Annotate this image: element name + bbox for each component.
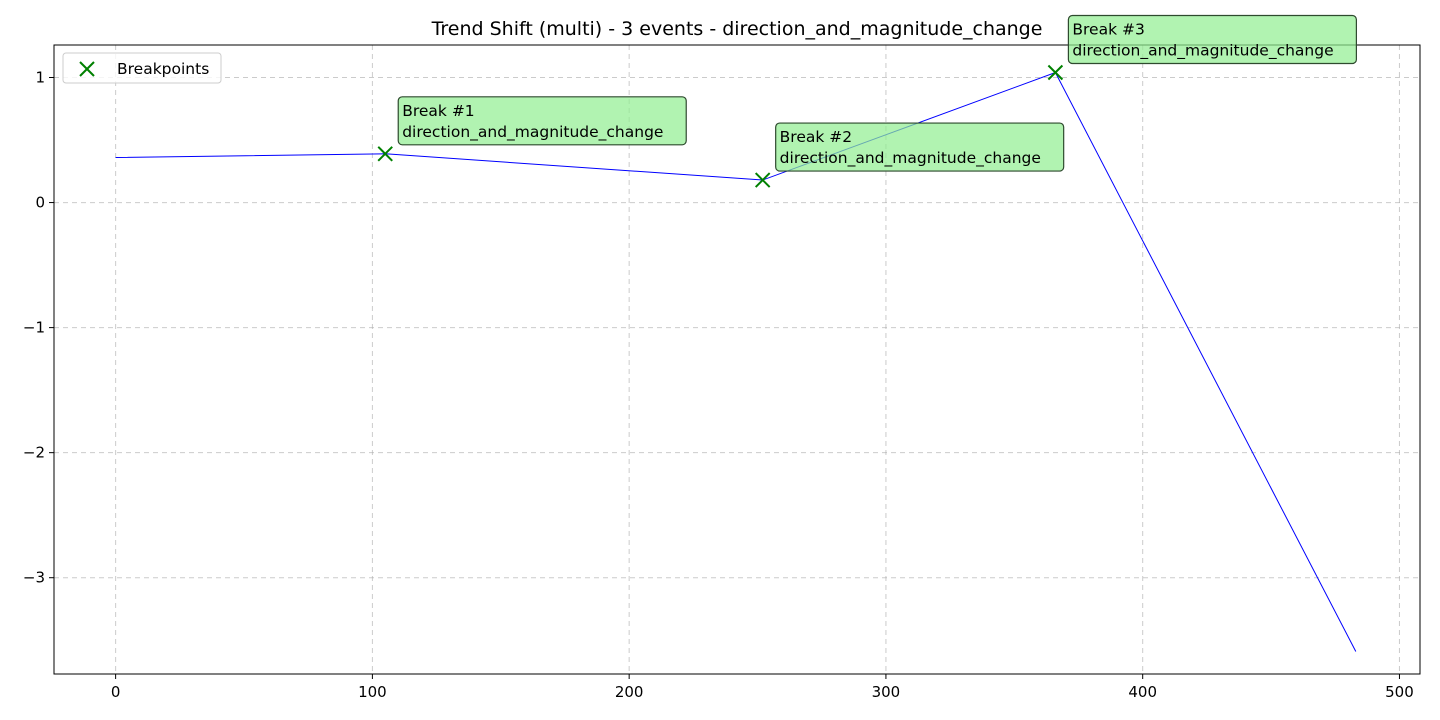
y-tick-label: −3: [23, 569, 45, 587]
y-tick-label: 1: [35, 69, 45, 87]
x-tick-label: 400: [1128, 683, 1157, 701]
y-tick-label: 0: [35, 194, 45, 212]
marker-stroke: [754, 172, 771, 188]
annotation-background: [1067, 14, 1357, 65]
marker-stroke: [377, 146, 393, 162]
marker-stroke: [1047, 64, 1064, 81]
grid-layer: [54, 45, 1420, 674]
x-tick-label: 500: [1385, 683, 1414, 701]
chart-title: Trend Shift (multi) - 3 events - directi…: [431, 18, 1043, 40]
annotation-line2: direction_and_magnitude_change: [780, 149, 1041, 168]
y-tick-label: −1: [23, 319, 45, 337]
breakpoint-marker: [377, 146, 393, 162]
annotation-line1: Break #1: [402, 102, 474, 120]
annotation-background: [397, 96, 687, 146]
breakpoint-markers: [377, 64, 1064, 188]
marker-stroke: [79, 61, 95, 77]
legend-label: Breakpoints: [117, 60, 209, 78]
breakpoint-marker: [1047, 64, 1064, 81]
annotation-line1: Break #2: [780, 128, 852, 146]
x-tick-label: 300: [872, 683, 901, 701]
x-tick-label: 200: [615, 683, 644, 701]
legend: Breakpoints: [62, 52, 222, 84]
legend-marker-x: [79, 61, 95, 77]
annotation-background: [775, 122, 1065, 172]
annotation-line2: direction_and_magnitude_change: [402, 123, 663, 142]
tick-layer: 0 100 200 300 400 500 1 0 −1 −2 −3: [23, 69, 1414, 701]
breakpoint-marker: [754, 172, 771, 188]
y-tick-label: −2: [23, 444, 45, 462]
annotation-line1: Break #3: [1072, 21, 1144, 39]
x-tick-label: 100: [358, 683, 387, 701]
legend-marker-x-icon: [79, 61, 95, 77]
annotation-box: Break #1 direction_and_magnitude_change: [397, 96, 687, 146]
annotation-box: Break #2 direction_and_magnitude_change: [775, 122, 1065, 172]
legend-box: [62, 52, 222, 84]
series-line: [115, 71, 1357, 652]
series-layer: [115, 71, 1357, 652]
annotation-box: Break #3 direction_and_magnitude_change: [1067, 14, 1357, 65]
annotation-line2: direction_and_magnitude_change: [1072, 42, 1333, 61]
plot-frame: [53, 44, 1421, 675]
x-tick-label: 0: [111, 683, 121, 701]
